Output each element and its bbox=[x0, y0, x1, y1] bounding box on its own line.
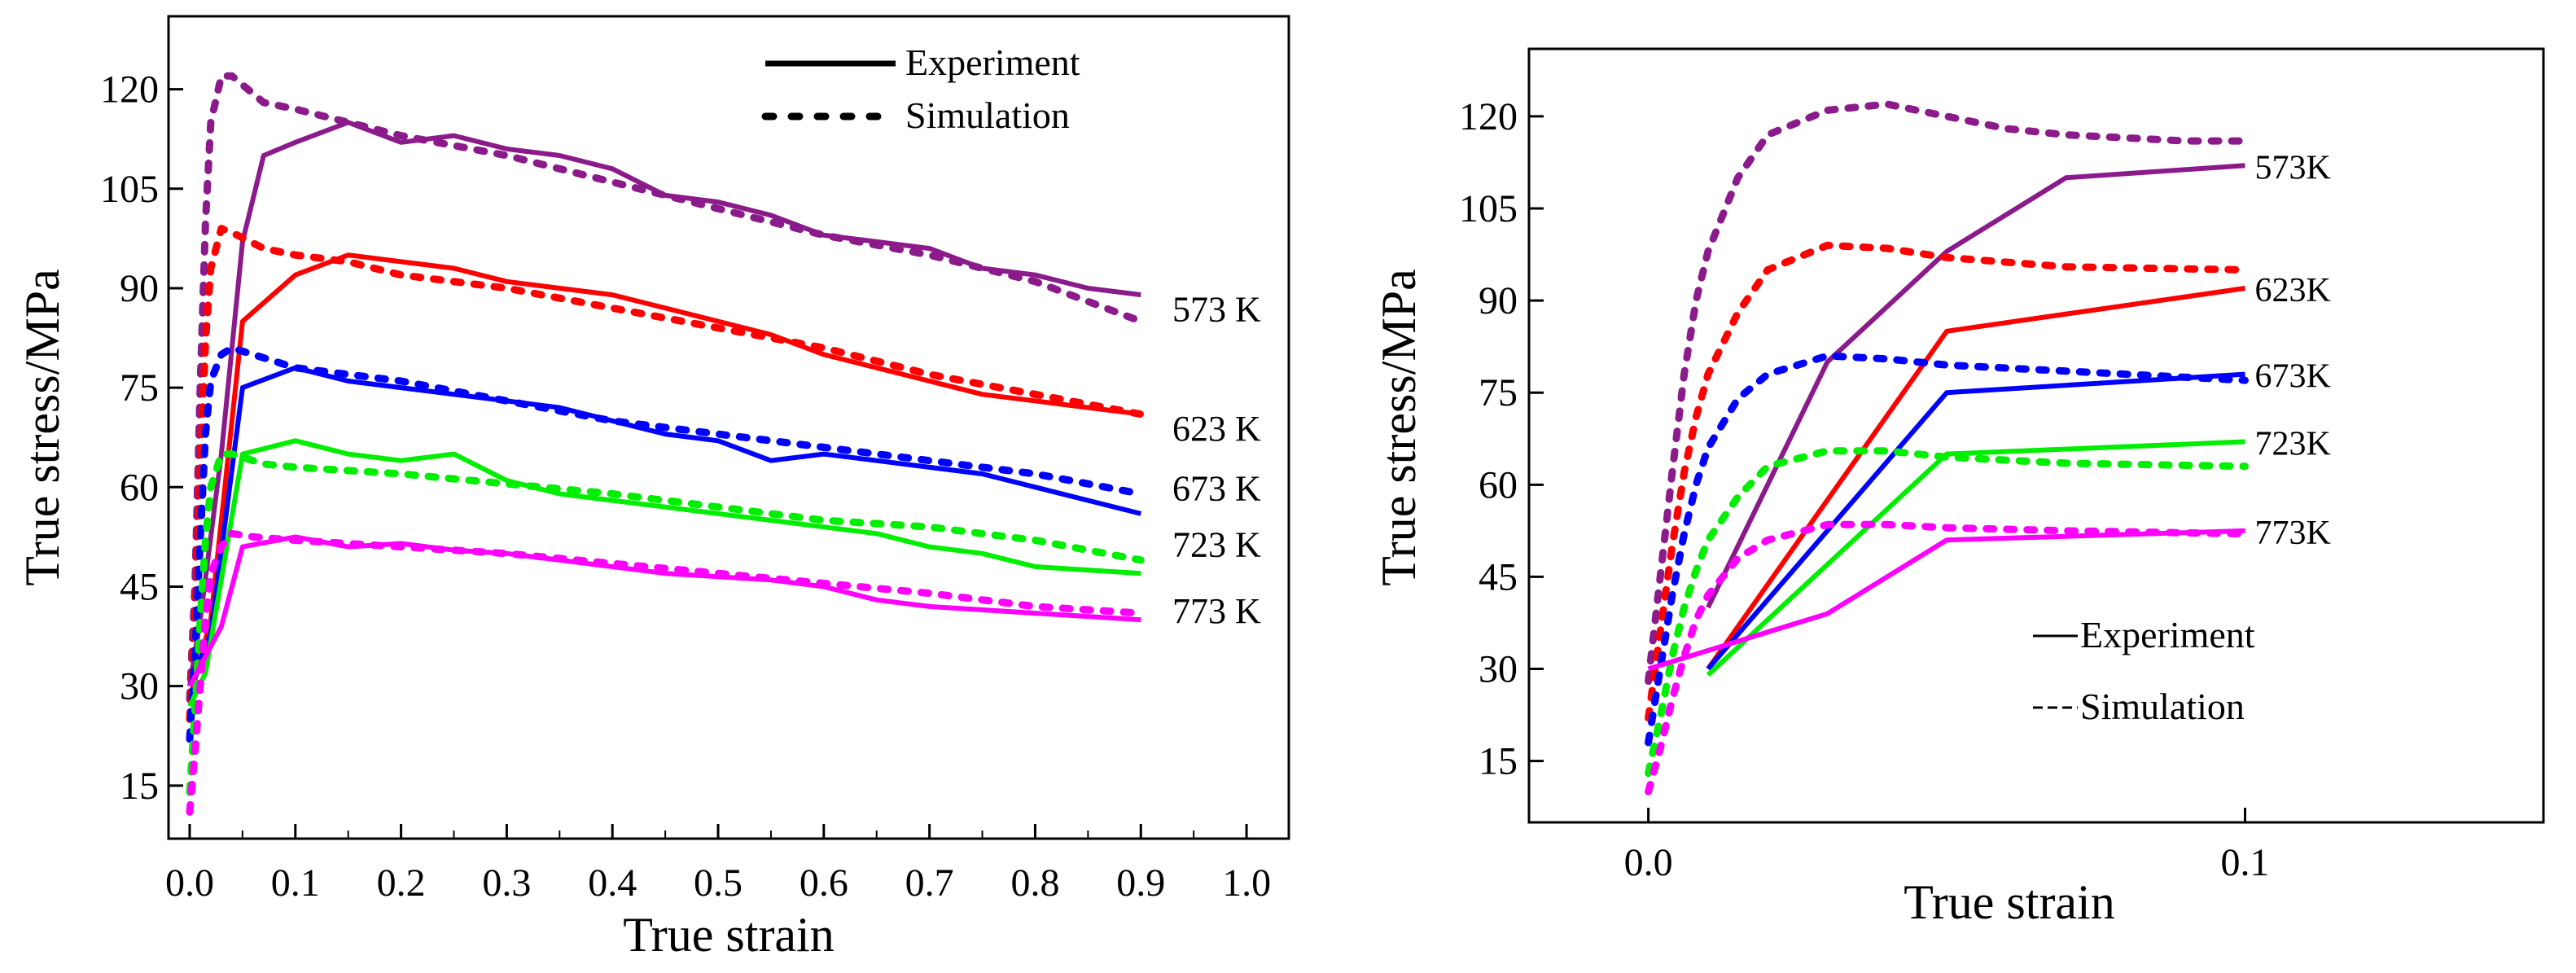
x-tick-label: 0.9 bbox=[1116, 861, 1165, 905]
simulation-line-723k bbox=[186, 450, 1145, 796]
y-axis: 15 30 45 60 75 90 105 120 bbox=[1459, 95, 1544, 783]
legend-experiment-label: Experiment bbox=[2080, 614, 2255, 655]
x-axis-title: True strain bbox=[1904, 875, 2114, 929]
x-tick-label: 0.3 bbox=[482, 861, 531, 905]
y-tick-label: 15 bbox=[1479, 740, 1518, 783]
x-tick-label: 0.1 bbox=[2221, 841, 2270, 884]
temperature-label-573k: 573 K bbox=[1172, 289, 1261, 329]
x-tick-label: 0.0 bbox=[1624, 841, 1673, 884]
y-tick-label: 105 bbox=[1459, 187, 1518, 230]
legend: Experiment Simulation bbox=[2033, 614, 2255, 727]
simulation-line-673k bbox=[1645, 352, 2249, 747]
y-axis-title: True stress/MPa bbox=[15, 269, 69, 586]
temperature-label-773k: 773K bbox=[2255, 515, 2331, 552]
y-tick-label: 90 bbox=[120, 267, 159, 310]
y-axis-title: True stress/MPa bbox=[1372, 269, 1426, 586]
experiment-line-623k bbox=[1706, 286, 2245, 671]
temperature-label-723k: 723K bbox=[2255, 426, 2331, 463]
temperature-label-623k: 623 K bbox=[1172, 409, 1261, 449]
temperature-label-573k: 573K bbox=[2255, 149, 2331, 186]
x-tick-label: 0.4 bbox=[588, 861, 637, 905]
y-tick-label: 75 bbox=[1479, 371, 1518, 414]
legend-experiment-label: Experiment bbox=[905, 42, 1080, 83]
x-tick-label: 1.0 bbox=[1222, 861, 1271, 905]
plot-frame bbox=[167, 15, 1290, 840]
y-tick-label: 75 bbox=[120, 366, 159, 410]
x-tick-label: 0.5 bbox=[694, 861, 743, 905]
temperature-label-673k: 673 K bbox=[1172, 468, 1261, 508]
experiment-line-673k bbox=[187, 365, 1142, 687]
experiment-line-573k bbox=[187, 120, 1141, 687]
temperature-label-723k: 723 K bbox=[1172, 525, 1261, 565]
x-tick-label: 0.2 bbox=[377, 861, 426, 905]
experiment-line-773k bbox=[187, 534, 1141, 688]
experiment-line-623k bbox=[187, 252, 1141, 700]
x-tick-label: 0.7 bbox=[905, 861, 954, 905]
simulation-line-623k bbox=[186, 225, 1145, 723]
experiment-line-573k bbox=[1706, 163, 2245, 609]
simulation-line-773k bbox=[186, 529, 1145, 816]
x-axis: 0.0 0.1 0.2 0.3 0.4 0.5 0.6 0.7 0.8 0.9 1.0 bbox=[165, 824, 1271, 905]
y-tick-label: 105 bbox=[100, 168, 159, 211]
y-tick-label: 60 bbox=[1479, 463, 1518, 506]
y-tick-label: 60 bbox=[120, 466, 159, 509]
series-group bbox=[186, 72, 1145, 816]
legend-simulation-label: Simulation bbox=[2080, 686, 2245, 727]
y-tick-label: 30 bbox=[120, 665, 159, 708]
x-axis-title: True strain bbox=[623, 908, 834, 962]
simulation-line-573k bbox=[1645, 100, 2249, 686]
experiment-line-773k bbox=[1647, 528, 2245, 672]
y-tick-label: 30 bbox=[1479, 648, 1518, 691]
y-tick-label: 45 bbox=[120, 565, 159, 608]
experiment-line-723k bbox=[1706, 439, 2245, 677]
y-tick-label: 120 bbox=[100, 68, 159, 112]
legend-simulation-label: Simulation bbox=[905, 94, 1070, 136]
simulation-line-773k bbox=[1645, 520, 2249, 795]
temperature-label-773k: 773 K bbox=[1172, 591, 1261, 631]
temperature-label-623k: 623K bbox=[2255, 272, 2331, 309]
y-tick-label: 45 bbox=[1479, 555, 1518, 598]
x-tick-label: 0.0 bbox=[165, 861, 214, 905]
x-tick-label: 0.1 bbox=[271, 861, 320, 905]
x-axis: 0.0 0.1 bbox=[1624, 808, 2270, 884]
simulation-line-623k bbox=[1645, 241, 2249, 722]
legend: Experiment Simulation bbox=[761, 42, 1080, 136]
experiment-line-673k bbox=[1706, 371, 2245, 671]
y-tick-label: 15 bbox=[120, 765, 159, 808]
x-tick-label: 0.6 bbox=[800, 861, 848, 905]
experiment-line-723k bbox=[187, 438, 1141, 708]
x-tick-label: 0.8 bbox=[1010, 861, 1059, 905]
right-chart-panel: 15 30 45 60 75 90 105 120 0.0 0.1 True strain True … bbox=[1372, 47, 2545, 929]
y-tick-label: 120 bbox=[1459, 95, 1518, 138]
plot-frame bbox=[1527, 47, 2545, 824]
y-axis: 15 30 45 60 75 90 105 120 bbox=[100, 68, 183, 808]
temperature-label-673k: 673K bbox=[2255, 358, 2331, 396]
series-group bbox=[1645, 100, 2249, 795]
y-tick-label: 90 bbox=[1479, 279, 1518, 322]
